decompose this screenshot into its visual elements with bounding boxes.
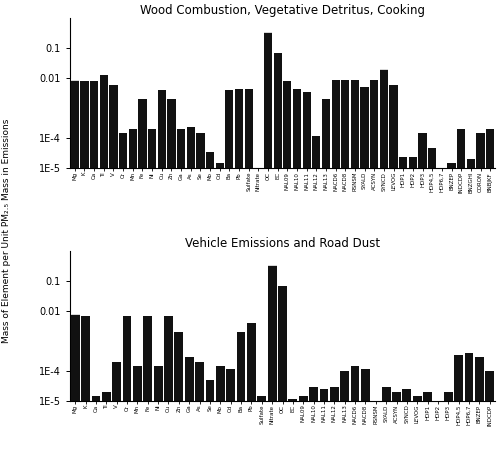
Bar [409, 157, 417, 461]
Bar [258, 396, 266, 461]
Bar [133, 366, 142, 461]
Bar [268, 265, 276, 461]
Bar [302, 92, 311, 461]
Bar [278, 286, 287, 461]
Bar [226, 369, 235, 461]
Bar [466, 160, 475, 461]
Bar [423, 392, 432, 461]
Bar [216, 163, 224, 461]
Bar [110, 85, 118, 461]
Bar [454, 355, 463, 461]
Bar [100, 75, 108, 461]
Bar [372, 410, 380, 461]
Bar [186, 126, 195, 461]
Bar [206, 380, 214, 461]
Bar [71, 314, 80, 461]
Bar [444, 392, 453, 461]
Bar [288, 399, 298, 461]
Bar [177, 130, 185, 461]
Bar [486, 371, 494, 461]
Bar [235, 89, 243, 461]
Bar [168, 100, 175, 461]
Bar [402, 389, 411, 461]
Bar [138, 100, 146, 461]
Bar [341, 80, 349, 461]
Bar [332, 80, 340, 461]
Title: Vehicle Emissions and Road Dust: Vehicle Emissions and Road Dust [185, 237, 380, 250]
Bar [102, 392, 110, 461]
Bar [216, 366, 224, 461]
Bar [380, 70, 388, 461]
Bar [154, 366, 162, 461]
Bar [340, 371, 349, 461]
Bar [312, 136, 320, 461]
Bar [144, 316, 152, 461]
Bar [399, 157, 407, 461]
Bar [247, 323, 256, 461]
Bar [92, 396, 100, 461]
Bar [122, 316, 132, 461]
Bar [174, 332, 183, 461]
Text: Mass of Element per Unit PM₂.₅ Mass in Emissions: Mass of Element per Unit PM₂.₅ Mass in E… [2, 118, 11, 343]
Bar [158, 90, 166, 461]
Bar [418, 133, 426, 461]
Bar [350, 366, 360, 461]
Bar [236, 332, 246, 461]
Bar [330, 387, 338, 461]
Bar [112, 362, 121, 461]
Bar [361, 369, 370, 461]
Bar [195, 362, 204, 461]
Bar [476, 133, 484, 461]
Bar [80, 82, 88, 461]
Bar [196, 133, 204, 461]
Bar [322, 100, 330, 461]
Bar [309, 387, 318, 461]
Bar [351, 80, 359, 461]
Bar [226, 90, 234, 461]
Bar [448, 163, 456, 461]
Bar [148, 130, 156, 461]
Bar [438, 177, 446, 461]
Bar [370, 80, 378, 461]
Bar [185, 357, 194, 461]
Bar [264, 32, 272, 461]
Bar [90, 82, 98, 461]
Bar [70, 80, 79, 461]
Bar [457, 130, 466, 461]
Bar [293, 89, 301, 461]
Bar [390, 85, 398, 461]
Bar [360, 88, 368, 461]
Bar [274, 53, 282, 461]
Bar [320, 389, 328, 461]
Bar [434, 401, 442, 461]
Bar [81, 316, 90, 461]
Bar [464, 353, 473, 461]
Bar [254, 184, 262, 461]
Bar [128, 130, 137, 461]
Bar [475, 357, 484, 461]
Title: Wood Combustion, Vegetative Detritus, Cooking: Wood Combustion, Vegetative Detritus, Co… [140, 4, 425, 17]
Bar [413, 396, 422, 461]
Bar [486, 130, 494, 461]
Bar [244, 89, 253, 461]
Bar [119, 133, 127, 461]
Bar [382, 387, 390, 461]
Bar [164, 316, 173, 461]
Bar [299, 396, 308, 461]
Bar [206, 152, 214, 461]
Bar [283, 82, 292, 461]
Bar [428, 148, 436, 461]
Bar [392, 392, 401, 461]
